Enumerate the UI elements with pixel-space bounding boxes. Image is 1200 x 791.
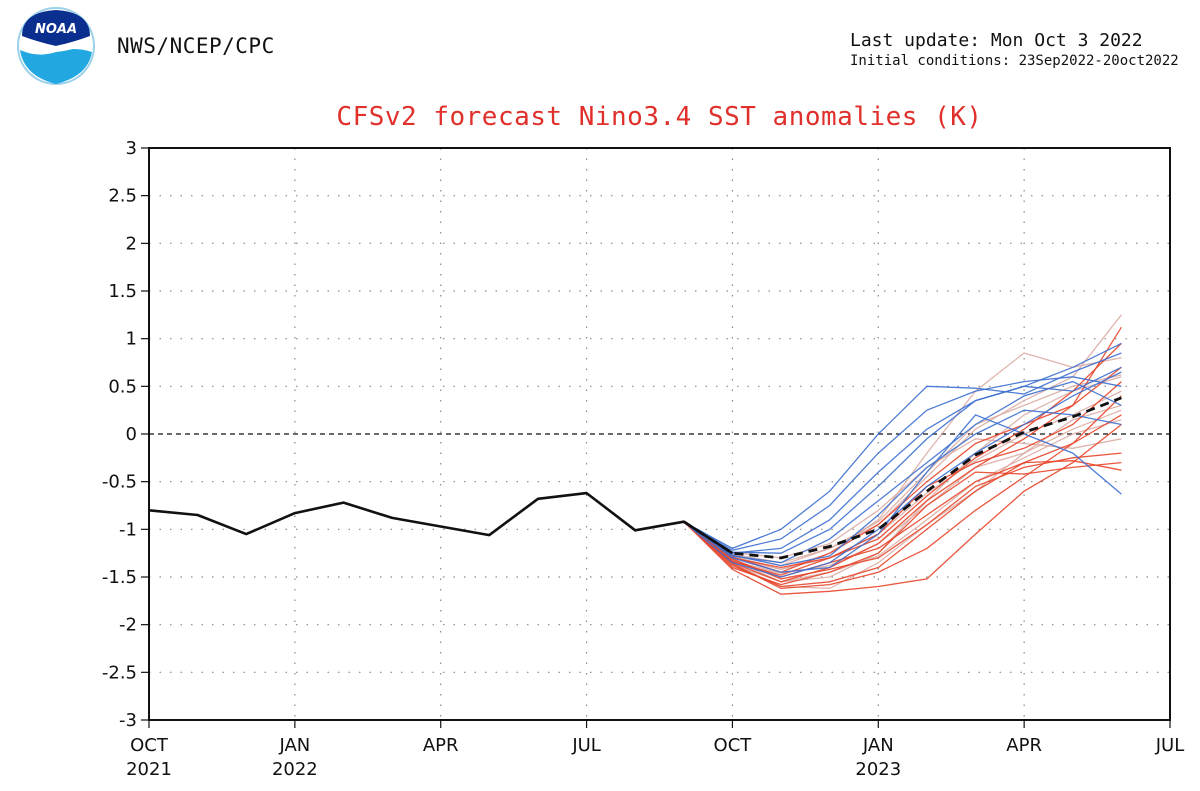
- ensemble-members-layer: [683, 314, 1122, 595]
- x-tick-year: 2023: [855, 759, 901, 780]
- x-tick-label: OCT: [714, 735, 753, 756]
- y-tick-label: 2: [126, 233, 137, 254]
- ensemble-member-line-6: [683, 366, 1122, 554]
- y-tick-label: -2.5: [102, 662, 137, 683]
- ensemble-member-line-17: [683, 461, 1122, 586]
- x-tick-label: JUL: [571, 735, 601, 756]
- y-tick-label: 1: [126, 329, 137, 350]
- ensemble-member-line-13: [683, 460, 1122, 578]
- x-tick-label: APR: [1006, 735, 1042, 756]
- ensemble-member-line-24: [683, 409, 1122, 574]
- ensemble-mean-line: [683, 396, 1122, 560]
- grid-layer: [149, 148, 1170, 720]
- last-update: Last update: Mon Oct 3 2022: [850, 30, 1143, 51]
- x-tick-label: JUL: [1155, 735, 1185, 756]
- y-tick-label: 0.5: [108, 376, 137, 397]
- ensemble-member-line-2: [683, 376, 1122, 551]
- y-tick-label: 0: [126, 424, 137, 445]
- y-tick-label: 2.5: [108, 186, 137, 207]
- ensemble-member-line-19: [683, 314, 1122, 564]
- org-label: NWS/NCEP/CPC: [117, 34, 275, 58]
- initial-conditions: Initial conditions: 23Sep2022-20oct2022: [850, 53, 1179, 69]
- y-tick-label: 1.5: [108, 281, 137, 302]
- y-tick-label: -1: [119, 519, 137, 540]
- ensemble-member-line-11: [683, 326, 1122, 583]
- observed-line: [148, 491, 734, 555]
- ensemble-member-line-23: [683, 438, 1122, 559]
- y-tick-label: -2: [119, 615, 137, 636]
- y-axis-labels: 3 2.5 2 1.5 1 0.5 0 -0.5 -1 -1.5 -2 -2.5 -3: [102, 138, 149, 731]
- x-tick-label: JAN: [278, 735, 310, 756]
- ensemble-member-line-12: [683, 381, 1122, 569]
- ensemble-member-line-20: [683, 376, 1122, 583]
- x-tick-year: 2022: [272, 759, 318, 780]
- ensemble-member-line-8: [683, 409, 1122, 567]
- ensemble-member-line-7: [683, 371, 1122, 578]
- y-tick-label: -3: [119, 710, 137, 731]
- y-tick-label: -0.5: [102, 472, 137, 493]
- ensemble-member-line-26: [683, 419, 1122, 583]
- noaa-logo: NOAA: [17, 7, 95, 85]
- y-tick-label: -1.5: [102, 567, 137, 588]
- ensemble-member-line-5: [683, 414, 1122, 573]
- noaa-logo-text: NOAA: [35, 22, 77, 37]
- ensemble-mean-layer: [683, 396, 1122, 560]
- observed-layer: [148, 491, 734, 555]
- x-tick-label: APR: [423, 735, 459, 756]
- y-tick-label: 3: [126, 138, 137, 159]
- ensemble-member-line-1: [683, 352, 1122, 550]
- x-tick-label: JAN: [862, 735, 894, 756]
- x-axis-labels: OCT 2021 JAN 2022 APR JUL OCT JAN 2023 APR JUL: [126, 720, 1184, 780]
- x-tick-year: 2021: [126, 759, 172, 780]
- chart-title: CFSv2 forecast Nino3.4 SST anomalies (K): [336, 102, 983, 132]
- ensemble-member-line-3: [683, 342, 1122, 554]
- x-tick-label: OCT: [130, 735, 169, 756]
- ensemble-member-line-10: [683, 423, 1122, 595]
